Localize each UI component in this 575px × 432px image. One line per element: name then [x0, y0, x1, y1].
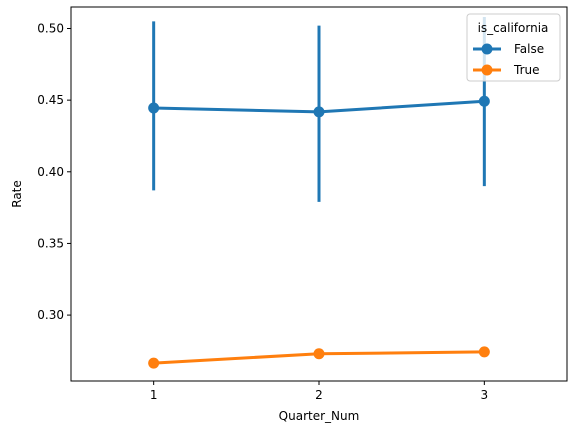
- legend: is_california False True: [466, 13, 561, 82]
- legend-label: True: [513, 63, 540, 77]
- axes-layer: 0.30 0.35 0.40 0.45 0.50 1 2 3: [37, 21, 488, 402]
- legend-title: is_california: [478, 21, 549, 35]
- y-tick-label: 0.35: [37, 236, 64, 250]
- legend-swatch-marker: [481, 64, 493, 76]
- series-true: [148, 346, 490, 369]
- data-point: [148, 102, 160, 114]
- series-false: [148, 17, 490, 202]
- data-point: [313, 106, 325, 118]
- x-axis-label: Quarter_Num: [279, 409, 360, 423]
- series-layer: [148, 17, 490, 369]
- data-point: [313, 348, 325, 360]
- x-tick-label: 1: [150, 388, 158, 402]
- legend-swatch-marker: [481, 43, 493, 55]
- data-point: [148, 357, 160, 369]
- data-point: [478, 346, 490, 358]
- data-point: [478, 95, 490, 107]
- y-tick-label: 0.40: [37, 165, 64, 179]
- y-tick-label: 0.50: [37, 21, 64, 35]
- y-tick-label: 0.30: [37, 308, 64, 322]
- y-axis-label: Rate: [10, 180, 24, 208]
- legend-box: [466, 13, 561, 82]
- x-tick-label: 2: [315, 388, 323, 402]
- y-tick-label: 0.45: [37, 93, 64, 107]
- x-tick-label: 3: [481, 388, 489, 402]
- legend-label: False: [514, 42, 544, 56]
